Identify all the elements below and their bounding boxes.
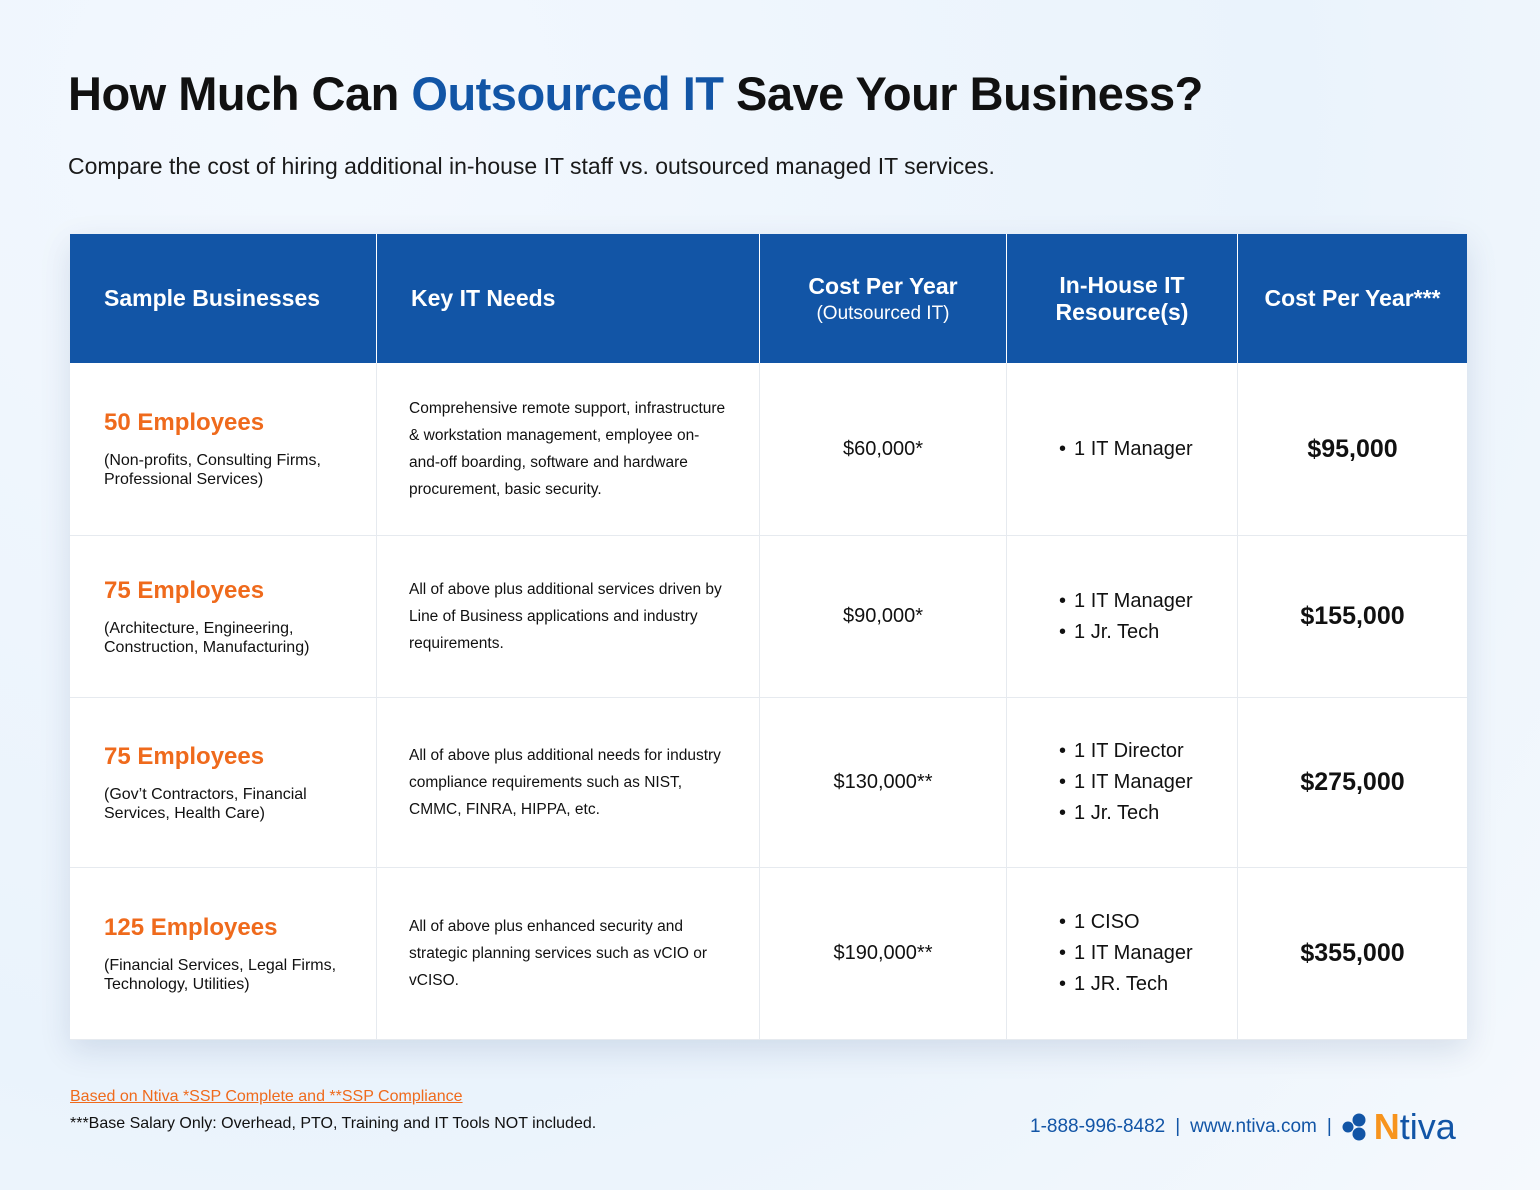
- inhouse-cost: $275,000: [1300, 768, 1405, 796]
- key-it-needs: All of above plus additional needs for i…: [377, 698, 760, 867]
- business-cell: 75 Employees (Gov’t Contractors, Financia…: [70, 698, 377, 867]
- header-inhouse-resources: In-House IT Resource(s): [1007, 234, 1238, 363]
- phone-number[interactable]: 1-888-996-8482: [1030, 1116, 1166, 1137]
- resource-item: 1 Jr. Tech: [1059, 617, 1237, 648]
- outsourced-cost: $130,000**: [760, 698, 1007, 867]
- business-types: (Architecture, Engineering, Construction…: [104, 619, 310, 656]
- employee-count: 75 Employees: [104, 742, 265, 770]
- business-cell: 125 Employees (Financial Services, Legal …: [70, 868, 377, 1039]
- business-types: (Non-profits, Consulting Firms, Professi…: [104, 452, 321, 488]
- business-cell: 75 Employees (Architecture, Engineering, …: [70, 536, 377, 697]
- table-row: 75 Employees (Architecture, Engineering, …: [70, 536, 1467, 698]
- page-title: How Much Can Outsourced IT Save Your Bus…: [68, 67, 1203, 120]
- page-subtitle: Compare the cost of hiring additional in…: [68, 153, 995, 179]
- inhouse-cost: $155,000: [1300, 602, 1405, 630]
- inhouse-resources: 1 IT Manager: [1007, 363, 1238, 535]
- outsourced-cost: $190,000**: [760, 868, 1007, 1039]
- resource-item: 1 IT Manager: [1059, 434, 1237, 465]
- resource-item: 1 IT Manager: [1059, 586, 1237, 617]
- outsourced-cost: $60,000*: [760, 363, 1007, 535]
- employee-count: 50 Employees: [104, 409, 265, 436]
- inhouse-resources: 1 CISO1 IT Manager1 JR. Tech: [1007, 868, 1238, 1039]
- header-key-it-needs: Key IT Needs: [377, 234, 760, 363]
- table-header: Sample Businesses Key IT Needs Cost Per …: [70, 234, 1467, 363]
- header-sample-businesses: Sample Businesses: [70, 234, 377, 363]
- inhouse-cost: $355,000: [1300, 939, 1405, 967]
- key-it-needs: Comprehensive remote support, infrastruc…: [377, 363, 760, 535]
- resource-item: 1 Jr. Tech: [1059, 798, 1237, 829]
- resource-item: 1 IT Manager: [1059, 938, 1237, 969]
- inhouse-cost: $95,000: [1307, 434, 1398, 463]
- table-row: 75 Employees (Gov’t Contractors, Financia…: [70, 698, 1467, 868]
- pricing-basis-link[interactable]: Based on Ntiva *SSP Complete and **SSP C…: [70, 1088, 463, 1105]
- resource-item: 1 IT Manager: [1059, 767, 1237, 798]
- resource-item: 1 CISO: [1059, 907, 1237, 938]
- outsourced-cost: $90,000*: [760, 536, 1007, 697]
- employee-count: 75 Employees: [104, 576, 265, 604]
- table-row: 125 Employees (Financial Services, Legal …: [70, 868, 1467, 1040]
- employee-count: 125 Employees: [104, 913, 278, 941]
- table-row: 50 Employees (Non-profits, Consulting Fir…: [70, 363, 1467, 536]
- comparison-table: Sample Businesses Key IT Needs Cost Per …: [70, 234, 1467, 1040]
- inhouse-resources: 1 IT Director1 IT Manager1 Jr. Tech: [1007, 698, 1238, 867]
- business-types: (Financial Services, Legal Firms, Techno…: [104, 956, 337, 993]
- hexagon-logo-icon: [1342, 1113, 1366, 1141]
- header-cost-outsourced: Cost Per Year (Outsourced IT): [760, 234, 1007, 363]
- inhouse-resources: 1 IT Manager1 Jr. Tech: [1007, 536, 1238, 697]
- resource-item: 1 JR. Tech: [1059, 969, 1237, 1000]
- salary-footnote: ***Base Salary Only: Overhead, PTO, Trai…: [70, 1115, 597, 1132]
- business-types: (Gov’t Contractors, Financial Services, …: [104, 785, 307, 822]
- resource-item: 1 IT Director: [1059, 736, 1237, 767]
- business-cell: 50 Employees (Non-profits, Consulting Fir…: [70, 363, 377, 535]
- key-it-needs: All of above plus enhanced security and …: [377, 868, 760, 1039]
- website-link[interactable]: www.ntiva.com: [1190, 1116, 1317, 1137]
- header-cost-inhouse: Cost Per Year***: [1264, 285, 1441, 311]
- key-it-needs: All of above plus additional services dr…: [377, 536, 760, 697]
